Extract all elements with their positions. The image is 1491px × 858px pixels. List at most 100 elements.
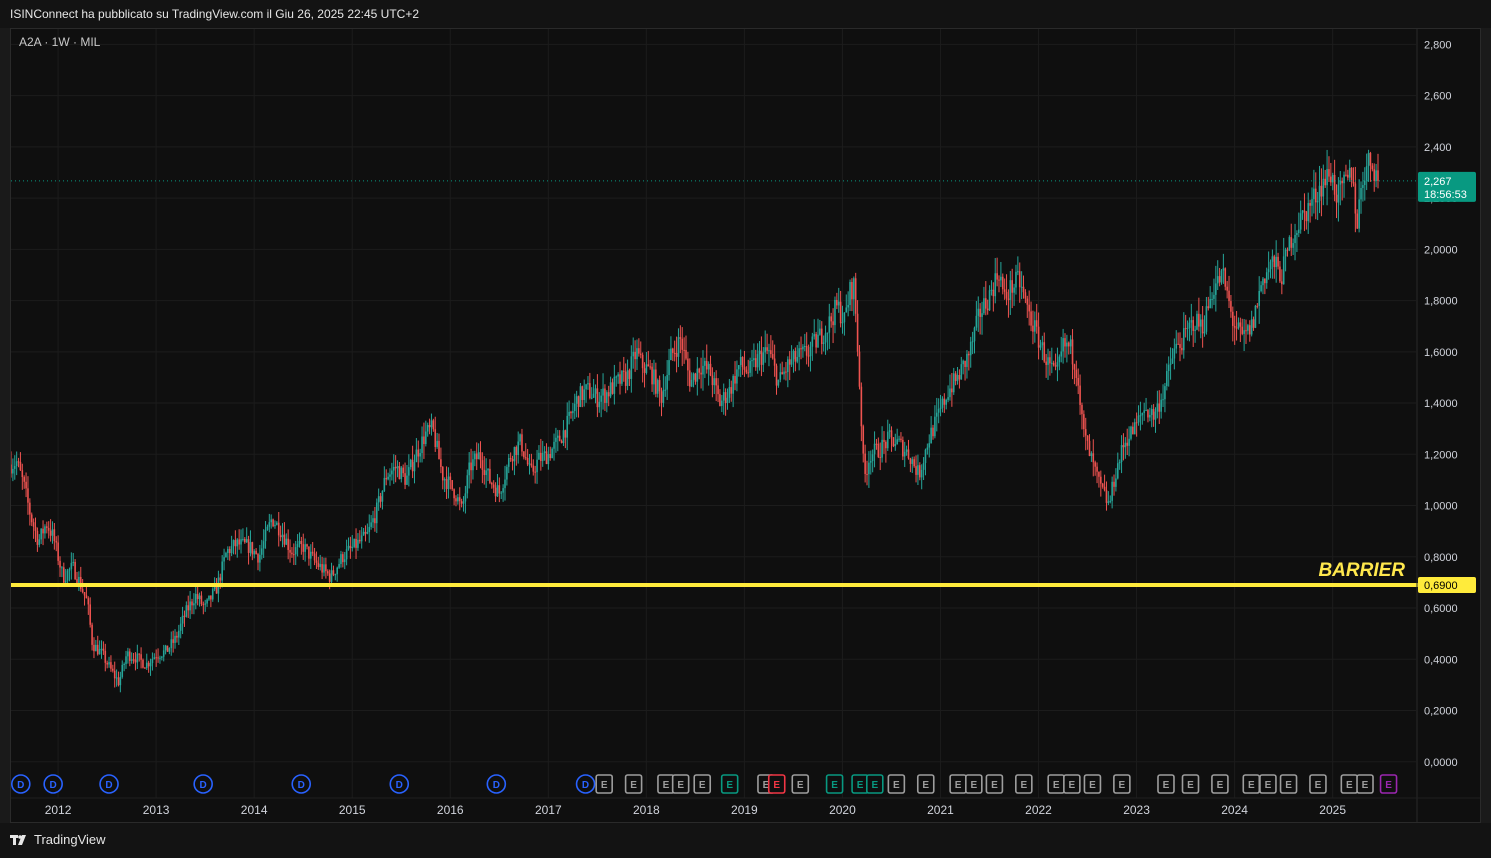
dividend-marker-icon[interactable]: D <box>43 774 63 794</box>
candle-body <box>191 601 193 606</box>
candle-body <box>585 384 587 390</box>
candle-body <box>781 372 783 375</box>
earnings-marker-icon[interactable]: E <box>825 774 844 794</box>
earnings-marker-icon[interactable]: E <box>1211 774 1229 794</box>
candle-body <box>1049 357 1051 364</box>
earnings-marker-icon[interactable]: E <box>720 774 739 794</box>
candle-body <box>1122 445 1125 448</box>
earnings-marker-icon[interactable]: E <box>767 774 786 794</box>
candle-body <box>1045 361 1047 365</box>
candle-body <box>1037 326 1040 348</box>
candle-body <box>76 579 78 584</box>
candle-body <box>1237 322 1240 329</box>
candle-body <box>621 370 623 384</box>
earnings-marker-icon[interactable]: E <box>657 774 675 794</box>
earnings-marker-icon[interactable]: E <box>1279 774 1298 794</box>
candle-body <box>138 653 141 655</box>
candle-body <box>1224 268 1227 287</box>
earnings-marker-icon[interactable]: E <box>985 774 1004 794</box>
dividend-marker-icon[interactable]: D <box>193 774 213 794</box>
candle-body <box>726 397 729 404</box>
earnings-marker-icon[interactable]: E <box>693 774 712 794</box>
candle-body <box>722 392 725 401</box>
candle-body <box>1209 299 1211 309</box>
dividend-marker-icon[interactable]: D <box>575 774 596 794</box>
candle-body <box>204 603 207 605</box>
earnings-marker-icon[interactable]: E <box>1242 774 1261 794</box>
candle-body <box>234 540 237 547</box>
earnings-marker-icon[interactable]: E <box>1356 774 1374 794</box>
candle-body <box>259 554 261 563</box>
candle-body <box>44 526 46 534</box>
candle-body <box>1077 377 1079 386</box>
earnings-marker-shape <box>965 774 983 794</box>
candle-body <box>651 366 653 385</box>
tradingview-brand[interactable]: TradingView <box>10 832 106 847</box>
symbol-legend[interactable]: A2A · 1W · MIL <box>19 35 101 49</box>
candle-body <box>990 289 993 291</box>
event-marker-letter: E <box>857 780 864 791</box>
dividend-marker-icon[interactable]: D <box>99 774 119 794</box>
candle-body <box>935 412 938 417</box>
candle-body <box>1126 442 1129 446</box>
price-tick-label: 0,8000 <box>1424 552 1458 564</box>
earnings-marker-icon[interactable]: E <box>887 774 906 794</box>
dividend-marker-icon[interactable]: D <box>11 774 31 794</box>
candle-body <box>274 524 276 527</box>
candle-body <box>338 564 340 568</box>
earnings-marker-icon[interactable]: E <box>624 774 643 794</box>
time-tick-label: 2015 <box>339 803 366 817</box>
candle-body <box>1005 291 1008 299</box>
candle-body <box>127 651 129 657</box>
earnings-marker-icon[interactable]: E <box>1063 774 1081 794</box>
dividend-marker-icon[interactable]: D <box>389 774 410 794</box>
candle-body <box>919 465 921 478</box>
candle-body <box>1166 371 1168 387</box>
candle-body <box>374 518 376 524</box>
candle-body <box>587 383 589 385</box>
candle-body <box>1162 399 1164 401</box>
earnings-marker-icon[interactable]: E <box>1259 774 1277 794</box>
dividend-marker-icon[interactable]: D <box>291 774 312 794</box>
time-axis: 2012 2013 2014 2015 2016 2017 2018 2019 2020 2021… <box>11 797 1480 817</box>
candle-body <box>568 411 570 416</box>
dividend-marker-icon[interactable]: D <box>486 774 507 794</box>
earnings-marker-icon[interactable]: E <box>1047 774 1065 794</box>
candle-body <box>304 544 306 552</box>
candle-body <box>1069 339 1072 347</box>
earnings-marker-icon[interactable]: E <box>1379 774 1398 794</box>
earnings-marker-icon[interactable]: E <box>916 774 935 794</box>
candle-body <box>244 538 246 543</box>
earnings-marker-icon[interactable]: E <box>851 774 869 794</box>
earnings-marker-icon[interactable]: E <box>1157 774 1175 794</box>
earnings-marker-icon[interactable]: E <box>1015 774 1033 794</box>
candle-body <box>183 615 186 617</box>
earnings-marker-icon[interactable]: E <box>1181 774 1200 794</box>
candle-body <box>977 308 980 316</box>
earnings-marker-icon[interactable]: E <box>1083 774 1102 794</box>
earnings-marker-icon[interactable]: E <box>595 774 613 794</box>
candle-body <box>615 376 618 378</box>
last-price-value: 2,267 <box>1424 176 1452 188</box>
earnings-marker-icon[interactable]: E <box>965 774 983 794</box>
earnings-marker-icon[interactable]: E <box>1309 774 1327 794</box>
earnings-marker-icon[interactable]: E <box>791 774 810 794</box>
candle-body <box>1056 362 1059 367</box>
candle-body <box>728 387 731 398</box>
earnings-marker-icon[interactable]: E <box>865 774 884 794</box>
candle-body <box>168 648 171 652</box>
earnings-marker-icon[interactable]: E <box>671 774 690 794</box>
earnings-marker-icon[interactable]: E <box>1113 774 1131 794</box>
time-tick-label: 2012 <box>45 803 72 817</box>
earnings-marker-icon[interactable]: E <box>1340 774 1359 794</box>
candle-body <box>1060 351 1063 357</box>
bar-countdown: 18:56:53 <box>1424 189 1467 201</box>
candle-body <box>351 546 354 548</box>
candle-body <box>632 351 635 357</box>
candle-body <box>1109 500 1112 502</box>
candle-body <box>372 518 374 523</box>
earnings-marker-icon[interactable]: E <box>949 774 967 794</box>
